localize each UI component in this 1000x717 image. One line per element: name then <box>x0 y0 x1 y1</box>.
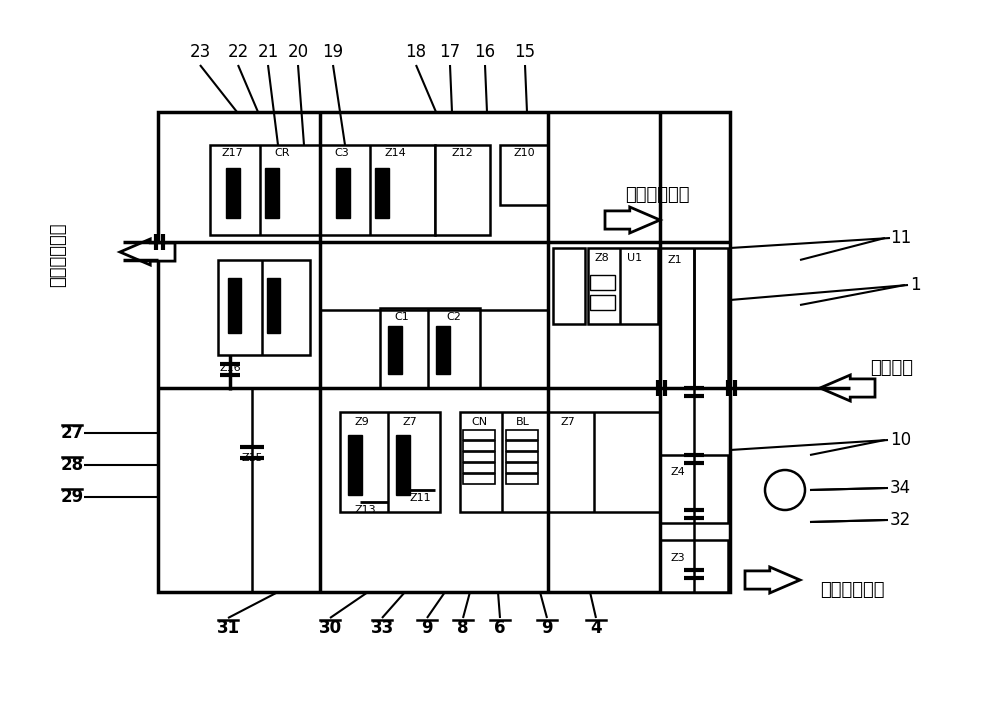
Bar <box>460 412 548 512</box>
Text: 22: 22 <box>227 43 249 61</box>
Text: 31: 31 <box>216 619 240 637</box>
Bar <box>555 276 583 287</box>
Text: 动力输入: 动力输入 <box>870 359 913 377</box>
Polygon shape <box>120 239 175 265</box>
Bar <box>265 168 279 218</box>
Text: 23: 23 <box>189 43 211 61</box>
Bar <box>555 264 583 275</box>
Text: 20: 20 <box>287 43 309 61</box>
Bar <box>228 278 241 333</box>
Bar <box>660 540 728 592</box>
Text: Z12: Z12 <box>451 148 473 158</box>
Text: C1: C1 <box>395 312 409 322</box>
Bar <box>435 145 490 235</box>
Bar <box>555 312 583 323</box>
Bar <box>336 168 350 218</box>
Bar <box>340 412 440 512</box>
Bar <box>463 430 495 440</box>
Bar <box>463 474 495 484</box>
Bar <box>500 145 548 205</box>
Bar <box>506 452 538 462</box>
Polygon shape <box>605 207 660 233</box>
Text: CN: CN <box>471 417 487 427</box>
Text: Z11: Z11 <box>409 493 431 503</box>
Text: Z8: Z8 <box>595 253 609 263</box>
Bar <box>506 441 538 451</box>
Text: Z17: Z17 <box>221 148 243 158</box>
Polygon shape <box>820 375 875 401</box>
Text: C3: C3 <box>335 148 349 158</box>
Bar <box>267 278 280 333</box>
Bar <box>396 435 410 495</box>
Bar <box>226 168 240 218</box>
Bar <box>218 260 310 355</box>
Text: 8: 8 <box>457 619 469 637</box>
Bar <box>555 288 583 299</box>
Text: Z7: Z7 <box>403 417 417 427</box>
Bar <box>463 452 495 462</box>
Text: Z15: Z15 <box>241 453 263 463</box>
Bar <box>388 326 402 374</box>
Text: C2: C2 <box>447 312 461 322</box>
Text: 17: 17 <box>439 43 461 61</box>
Text: Z3: Z3 <box>671 553 685 563</box>
Bar <box>660 455 728 523</box>
Text: Z10: Z10 <box>513 148 535 158</box>
Text: U1: U1 <box>627 253 643 263</box>
Text: 21: 21 <box>257 43 279 61</box>
Text: Z9: Z9 <box>355 417 369 427</box>
Bar <box>506 463 538 473</box>
Bar <box>548 412 660 512</box>
Text: 9: 9 <box>541 619 553 637</box>
Text: CR: CR <box>274 148 290 158</box>
Bar <box>590 295 615 310</box>
Bar <box>506 430 538 440</box>
Text: Z4: Z4 <box>671 467 685 477</box>
Bar <box>463 463 495 473</box>
Bar <box>158 112 730 592</box>
Bar <box>436 326 450 374</box>
Text: 1: 1 <box>910 276 921 294</box>
Text: Z14: Z14 <box>384 148 406 158</box>
Text: 10: 10 <box>890 431 911 449</box>
Text: 15: 15 <box>514 43 536 61</box>
Text: 辅助动力输出: 辅助动力输出 <box>820 581 885 599</box>
Text: 11: 11 <box>890 229 911 247</box>
Text: 34: 34 <box>890 479 911 497</box>
Bar <box>380 308 480 388</box>
Text: Z1: Z1 <box>668 255 682 265</box>
Bar <box>553 248 585 324</box>
Bar <box>588 248 658 324</box>
Text: Z16: Z16 <box>219 363 241 373</box>
Text: 4: 4 <box>590 619 602 637</box>
Bar <box>555 252 583 263</box>
Bar <box>348 435 362 495</box>
Text: 29: 29 <box>60 488 84 506</box>
Text: 33: 33 <box>370 619 394 637</box>
Text: 9: 9 <box>421 619 433 637</box>
Bar <box>210 145 320 235</box>
Text: Z7: Z7 <box>561 417 575 427</box>
Bar <box>555 300 583 311</box>
Text: 左侧动力输出: 左侧动力输出 <box>49 223 67 288</box>
Text: 19: 19 <box>322 43 344 61</box>
Bar <box>375 168 389 218</box>
Polygon shape <box>745 567 800 593</box>
Text: 右侧动力输出: 右侧动力输出 <box>625 186 690 204</box>
Bar <box>463 441 495 451</box>
Bar <box>660 248 728 388</box>
Text: 28: 28 <box>60 456 84 474</box>
Text: 16: 16 <box>474 43 496 61</box>
Bar <box>506 474 538 484</box>
Text: Z13: Z13 <box>354 505 376 515</box>
Text: 18: 18 <box>405 43 427 61</box>
Text: 30: 30 <box>318 619 342 637</box>
Bar <box>320 145 435 235</box>
Text: 27: 27 <box>60 424 84 442</box>
Text: 6: 6 <box>494 619 506 637</box>
Text: BL: BL <box>516 417 530 427</box>
Text: 32: 32 <box>890 511 911 529</box>
Bar <box>590 275 615 290</box>
